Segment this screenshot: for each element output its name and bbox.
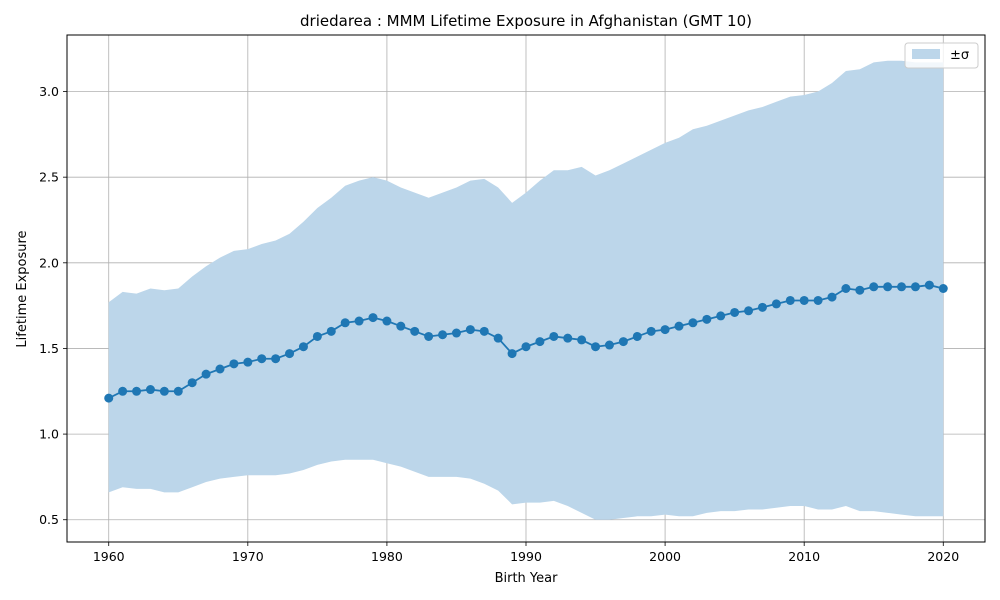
data-point	[229, 359, 239, 369]
data-point	[702, 314, 712, 324]
legend: ±σ	[904, 42, 979, 69]
y-tick-label: 1.5	[39, 341, 59, 356]
data-point	[382, 316, 392, 326]
data-point	[688, 318, 698, 328]
data-point	[757, 302, 767, 312]
data-point	[243, 357, 253, 367]
data-point	[869, 282, 879, 292]
data-point	[201, 369, 211, 379]
data-point	[396, 321, 406, 331]
data-point	[618, 337, 628, 347]
data-point	[173, 386, 183, 396]
data-point	[785, 295, 795, 305]
data-point	[257, 354, 267, 364]
x-tick-label: 2020	[927, 549, 959, 564]
data-point	[827, 292, 837, 302]
data-point	[104, 393, 114, 403]
plot-frame	[66, 34, 986, 543]
data-points	[104, 280, 948, 403]
y-tick-label: 1.0	[39, 427, 59, 442]
data-point	[438, 330, 448, 340]
legend-label: ±σ	[950, 48, 969, 63]
data-point	[744, 306, 754, 316]
x-tick-label: 1980	[371, 549, 403, 564]
data-point	[577, 335, 587, 345]
x-axis-label: Birth Year	[495, 571, 559, 586]
chart-title: driedarea : MMM Lifetime Exposure in Afg…	[300, 12, 752, 30]
data-point	[730, 307, 740, 317]
data-point	[674, 321, 684, 331]
data-point	[465, 325, 475, 335]
data-point	[771, 299, 781, 309]
data-point	[354, 316, 364, 326]
data-point	[716, 311, 726, 321]
x-tick-label: 1990	[510, 549, 542, 564]
data-point	[591, 342, 601, 352]
x-tick-label: 1960	[93, 549, 125, 564]
data-point	[285, 349, 295, 359]
data-point	[271, 354, 281, 364]
y-tick-label: 0.5	[39, 512, 59, 527]
data-point	[549, 331, 559, 341]
data-point	[799, 295, 809, 305]
data-point	[521, 342, 531, 352]
data-point	[604, 340, 614, 350]
tick-labels: 1960 1970 1980 1990 2000 2010 2020 0.5 1.0 1.5 2.0…	[39, 84, 959, 564]
data-point	[883, 282, 893, 292]
data-point	[187, 378, 197, 388]
legend-swatch	[912, 49, 940, 59]
data-point	[841, 284, 851, 293]
data-point	[493, 333, 503, 343]
data-point	[563, 333, 573, 343]
x-tick-label: 1970	[232, 549, 264, 564]
data-point	[507, 349, 517, 359]
data-point	[897, 282, 907, 292]
data-point	[312, 331, 322, 341]
data-point	[132, 386, 142, 396]
data-point	[424, 331, 434, 341]
data-point	[646, 326, 656, 336]
x-tick-label: 2000	[649, 549, 681, 564]
data-point	[118, 386, 128, 396]
data-point	[632, 331, 642, 341]
data-point	[451, 328, 461, 338]
data-point	[910, 282, 920, 292]
data-point	[368, 313, 378, 323]
data-point	[326, 326, 336, 336]
axis-ticks	[63, 91, 944, 546]
data-point	[924, 280, 934, 290]
std-band	[108, 60, 944, 520]
y-tick-label: 2.0	[39, 255, 59, 270]
x-tick-label: 2010	[788, 549, 820, 564]
data-point	[340, 318, 350, 328]
y-axis-label: Lifetime Exposure	[15, 230, 30, 347]
data-point	[159, 386, 169, 396]
data-point	[660, 325, 670, 335]
data-point	[813, 295, 823, 305]
data-point	[938, 284, 948, 293]
data-point	[298, 342, 308, 352]
data-point	[215, 364, 225, 374]
data-point	[479, 326, 489, 336]
y-tick-label: 2.5	[39, 170, 59, 185]
data-point	[855, 285, 865, 295]
data-point	[145, 385, 155, 395]
y-tick-label: 3.0	[39, 84, 59, 99]
data-point	[535, 337, 545, 347]
data-point	[410, 326, 420, 336]
